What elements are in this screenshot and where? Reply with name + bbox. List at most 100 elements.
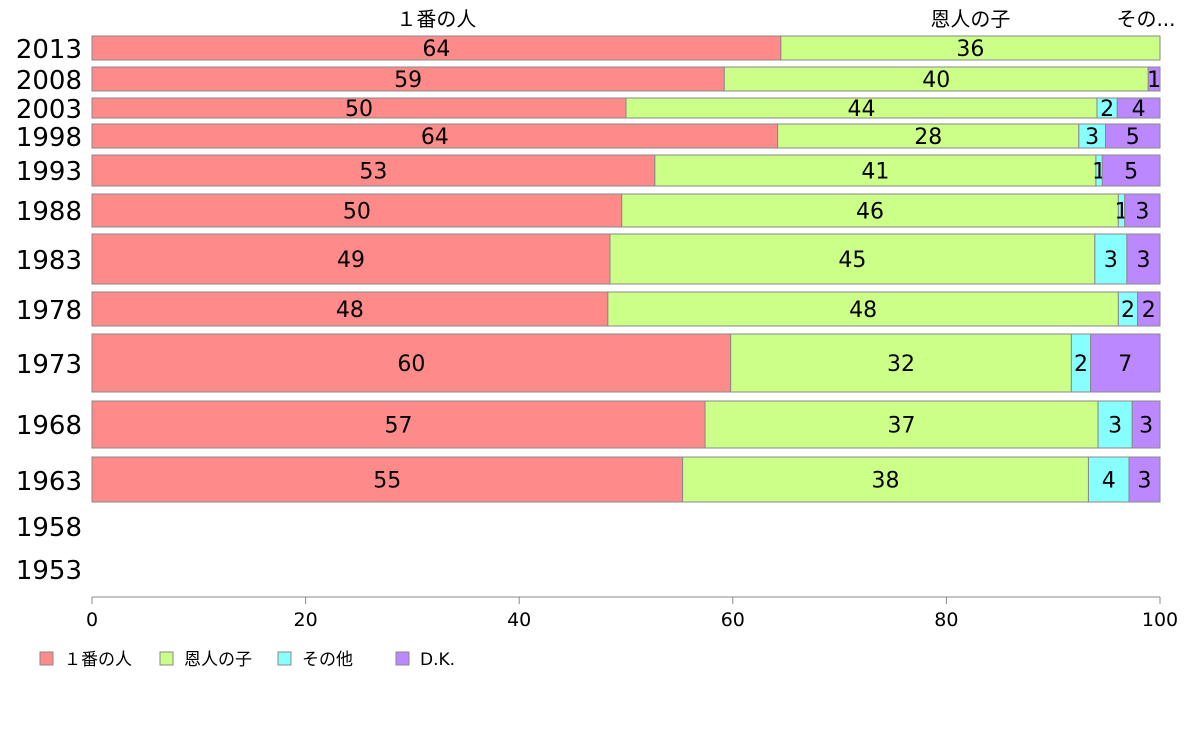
x-tick-label: 40 xyxy=(507,609,531,631)
bar-value-label: 60 xyxy=(397,352,425,377)
category-label: 1998 xyxy=(16,123,82,153)
bar-value-label: 3 xyxy=(1136,248,1150,273)
bar-segment xyxy=(91,123,779,149)
bar-segment xyxy=(1116,97,1161,119)
category-label: 1973 xyxy=(16,350,82,380)
bar-value-label: 3 xyxy=(1138,469,1152,494)
bar-segment xyxy=(91,333,732,393)
category-label: 1978 xyxy=(16,296,82,326)
bar-value-label: 4 xyxy=(1132,97,1146,122)
x-tick-label: 20 xyxy=(294,609,318,631)
legend-label: １番の人 xyxy=(64,650,132,670)
x-axis: 0 20 40 60 80 100 xyxy=(86,596,1178,631)
bar-value-label: 4 xyxy=(1102,469,1116,494)
bar-value-label: 2 xyxy=(1074,352,1088,377)
bar-segment xyxy=(1137,291,1161,327)
bar-value-label: 41 xyxy=(861,160,889,185)
bar-segment xyxy=(1128,456,1161,503)
category-label: 2008 xyxy=(16,66,82,96)
bar-segment xyxy=(1126,233,1161,285)
bar-value-label: 1 xyxy=(1147,68,1161,93)
bar-value-label: 5 xyxy=(1126,125,1140,150)
bar-segment xyxy=(1094,233,1128,285)
bar-value-label: 48 xyxy=(849,298,877,323)
bar-value-label: 2 xyxy=(1100,97,1114,122)
bar-value-label: 3 xyxy=(1139,414,1153,439)
bar-value-label: 46 xyxy=(856,200,884,225)
legend-label: その他 xyxy=(302,650,353,670)
bar-value-label: 53 xyxy=(359,160,387,185)
bar-value-label: 40 xyxy=(922,68,950,93)
category-label: 1968 xyxy=(16,411,82,441)
bar-segment xyxy=(607,291,1119,327)
legend-swatch xyxy=(395,651,410,666)
bar-value-label: 3 xyxy=(1104,248,1118,273)
legend: １番の人 恩人の子 その他 D.K. xyxy=(39,650,455,670)
top-label: １番の人 xyxy=(396,7,476,31)
bar-segment xyxy=(1097,400,1133,449)
x-tick-label: 80 xyxy=(934,609,958,631)
top-labels: １番の人 恩人の子 その... xyxy=(396,7,1175,31)
x-tick-label: 0 xyxy=(86,609,98,631)
bar-segment xyxy=(91,291,609,327)
bar-segment xyxy=(91,233,611,285)
legend-swatch xyxy=(277,651,292,666)
bar-segment xyxy=(1124,193,1161,228)
bar-value-label: 44 xyxy=(847,97,875,122)
bar-value-label: 64 xyxy=(422,37,450,62)
bar-value-label: 3 xyxy=(1108,414,1122,439)
bar-value-label: 38 xyxy=(872,469,900,494)
category-label: 1958 xyxy=(16,513,82,543)
bar-value-label: 50 xyxy=(343,200,371,225)
bar-value-label: 59 xyxy=(394,68,422,93)
bar-segment xyxy=(91,154,656,187)
bar-value-label: 32 xyxy=(887,352,915,377)
bar-segment xyxy=(609,233,1096,285)
category-label: 2013 xyxy=(16,35,82,65)
top-label: その... xyxy=(1116,7,1175,31)
category-label: 2003 xyxy=(16,95,82,125)
bar-value-label: 48 xyxy=(336,298,364,323)
bar-segment xyxy=(682,456,1089,503)
bar-value-label: 50 xyxy=(345,97,373,122)
bar-segment xyxy=(730,333,1072,393)
bar-value-label: 5 xyxy=(1124,160,1138,185)
legend-swatch xyxy=(39,651,54,666)
legend-label: 恩人の子 xyxy=(184,650,252,670)
bar-value-label: 36 xyxy=(956,37,984,62)
legend-swatch xyxy=(159,651,174,666)
bar-value-label: 2 xyxy=(1121,298,1135,323)
x-tick-label: 100 xyxy=(1142,609,1178,631)
bar-value-label: 64 xyxy=(421,125,449,150)
top-label: 恩人の子 xyxy=(930,7,1010,31)
bar-segment xyxy=(780,35,1161,61)
bar-value-label: 28 xyxy=(914,125,942,150)
bar-value-label: 37 xyxy=(888,414,916,439)
category-label: 1963 xyxy=(16,467,82,497)
category-label: 1953 xyxy=(16,556,82,586)
category-label: 1993 xyxy=(16,157,82,187)
bar-segment xyxy=(1101,154,1161,187)
bar-segment xyxy=(1131,400,1161,449)
x-tick-label: 60 xyxy=(721,609,745,631)
bar-segment xyxy=(704,400,1099,449)
category-label: 1983 xyxy=(16,246,82,276)
bar-value-label: 2 xyxy=(1142,298,1156,323)
bar-value-label: 3 xyxy=(1085,125,1099,150)
bar-segment xyxy=(1105,123,1161,149)
bar-segment xyxy=(1147,66,1161,92)
legend-label: D.K. xyxy=(420,650,455,670)
bar-value-label: 45 xyxy=(838,248,866,273)
category-label: 1988 xyxy=(16,197,82,227)
bar-segment xyxy=(1090,333,1161,393)
bar-value-label: 57 xyxy=(385,414,413,439)
bar-value-label: 55 xyxy=(373,469,401,494)
bar-segment xyxy=(91,66,725,92)
bar-segment xyxy=(91,456,684,503)
bar-value-label: 49 xyxy=(337,248,365,273)
bar-segment xyxy=(91,35,782,61)
